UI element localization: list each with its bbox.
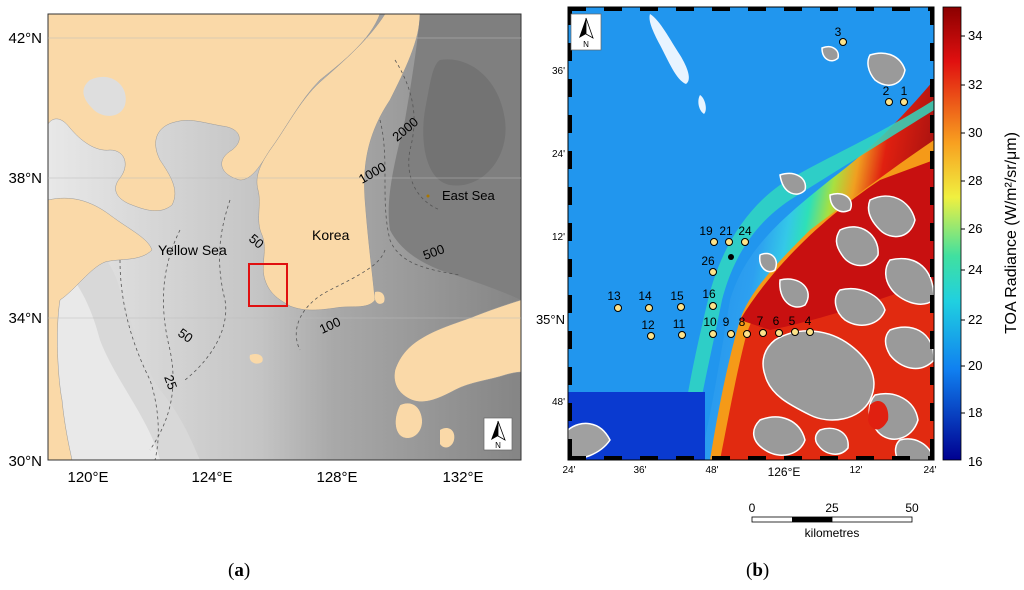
station-16 [709, 302, 717, 310]
colorbar-tick-20: 20 [968, 358, 982, 373]
station-label-11: 11 [673, 317, 686, 331]
scale-bar: 0 25 50 kilometres [749, 501, 919, 540]
label-yellow-sea: Yellow Sea [158, 242, 227, 258]
station-label-13: 13 [607, 289, 621, 303]
label-east-sea: East Sea [442, 188, 496, 203]
station-label-10: 10 [703, 315, 717, 329]
land-korea [256, 14, 421, 311]
colorbar-tick-26: 26 [968, 221, 982, 236]
station-3 [839, 38, 847, 46]
north-arrow-icon: N [570, 13, 602, 51]
lat-label-12: 12' [552, 232, 565, 243]
lon-label-48: 48' [705, 465, 718, 476]
contour-label-50-south: 50 [175, 325, 195, 346]
station-12 [647, 332, 655, 340]
station-label-15: 15 [670, 289, 684, 303]
colorbar-tick-32: 32 [968, 77, 982, 92]
lon-label-124: 124°E [191, 469, 232, 486]
colorbar-tick-18: 18 [968, 405, 982, 420]
caption-a: (a) [228, 560, 251, 581]
lat-label-30: 30°N [8, 453, 42, 470]
colorbar-tick-22: 22 [968, 312, 982, 327]
caption-b: (b) [746, 560, 770, 581]
lon-label-128: 128°E [316, 469, 357, 486]
lat-label-24: 24' [552, 149, 565, 160]
station-14 [645, 304, 653, 312]
lon-label-132: 132°E [442, 469, 483, 486]
station-label-19: 19 [699, 224, 713, 238]
station-21 [725, 238, 733, 246]
station-15 [677, 303, 685, 311]
station-label-7: 7 [757, 314, 764, 328]
station-label-6: 6 [773, 314, 780, 328]
lat-label-42: 42°N [8, 30, 42, 47]
colorbar: 34 32 30 28 26 24 22 20 18 16 TOA Radian… [942, 6, 1020, 469]
station-label-3: 3 [835, 25, 842, 39]
station-markers [614, 38, 908, 340]
station-label-8: 8 [739, 315, 746, 329]
contour-label-25: 25 [161, 373, 180, 392]
station-label-12: 12 [641, 318, 655, 332]
lat-label-35n: 35°N [536, 312, 565, 327]
lat-label-36: 36' [552, 66, 565, 77]
station-6 [775, 329, 783, 337]
panel-b-map: N 36' 24' 12' 35°N 48' 24' 36' 48' 126°E… [536, 6, 1020, 540]
station-11 [678, 331, 686, 339]
colorbar-title: TOA Radiance (W/m²/sr/μm) [1003, 132, 1020, 334]
lon-label-24-right: 24' [923, 465, 936, 476]
lon-label-120: 120°E [67, 469, 108, 486]
station-10 [709, 330, 717, 338]
land-japan [394, 299, 521, 402]
station-label-21: 21 [719, 224, 733, 238]
station-2 [885, 98, 893, 106]
station-5 [791, 328, 799, 336]
station-19 [710, 238, 718, 246]
station-label-14: 14 [638, 289, 652, 303]
station-4 [806, 328, 814, 336]
colorbar-tick-16: 16 [968, 454, 982, 469]
panel-a-map: 42°N 38°N 34°N 30°N 120°E 124°E 128°E 13… [8, 13, 522, 486]
station-1 [900, 98, 908, 106]
station-26 [709, 268, 717, 276]
svg-text:N: N [583, 40, 589, 49]
lon-label-126e: 126°E [768, 465, 801, 479]
colorbar-tick-34: 34 [968, 28, 982, 43]
station-8 [743, 330, 751, 338]
scale-tick-25: 25 [825, 501, 839, 515]
station-9 [727, 330, 735, 338]
colorbar-tick-24: 24 [968, 262, 982, 277]
colorbar-tick-28: 28 [968, 173, 982, 188]
lon-label-12: 12' [849, 465, 862, 476]
station-label-16: 16 [702, 287, 716, 301]
station-label-4: 4 [805, 314, 812, 328]
station-label-26: 26 [701, 254, 715, 268]
scale-tick-0: 0 [749, 501, 756, 515]
station-24 [741, 238, 749, 246]
colorbar-tick-30: 30 [968, 125, 982, 140]
contour-label-500: 500 [421, 241, 447, 263]
station-13 [614, 304, 622, 312]
lon-label-36: 36' [633, 465, 646, 476]
station-label-2: 2 [883, 84, 890, 98]
lat-label-34: 34°N [8, 310, 42, 327]
station-label-24: 24 [738, 224, 752, 238]
label-korea: Korea [312, 227, 350, 243]
station-label-5: 5 [789, 314, 796, 328]
station-label-1: 1 [901, 84, 908, 98]
scale-unit: kilometres [805, 526, 860, 540]
station-7 [759, 329, 767, 337]
svg-text:N: N [495, 441, 501, 450]
scale-tick-50: 50 [905, 501, 919, 515]
study-area-box [248, 263, 288, 307]
station-label-9: 9 [723, 315, 730, 329]
lat-label-38: 38°N [8, 170, 42, 187]
north-arrow-icon: N [483, 417, 513, 451]
land-shandong [48, 197, 153, 460]
lon-label-24-left: 24' [562, 465, 575, 476]
lat-label-48: 48' [552, 397, 565, 408]
